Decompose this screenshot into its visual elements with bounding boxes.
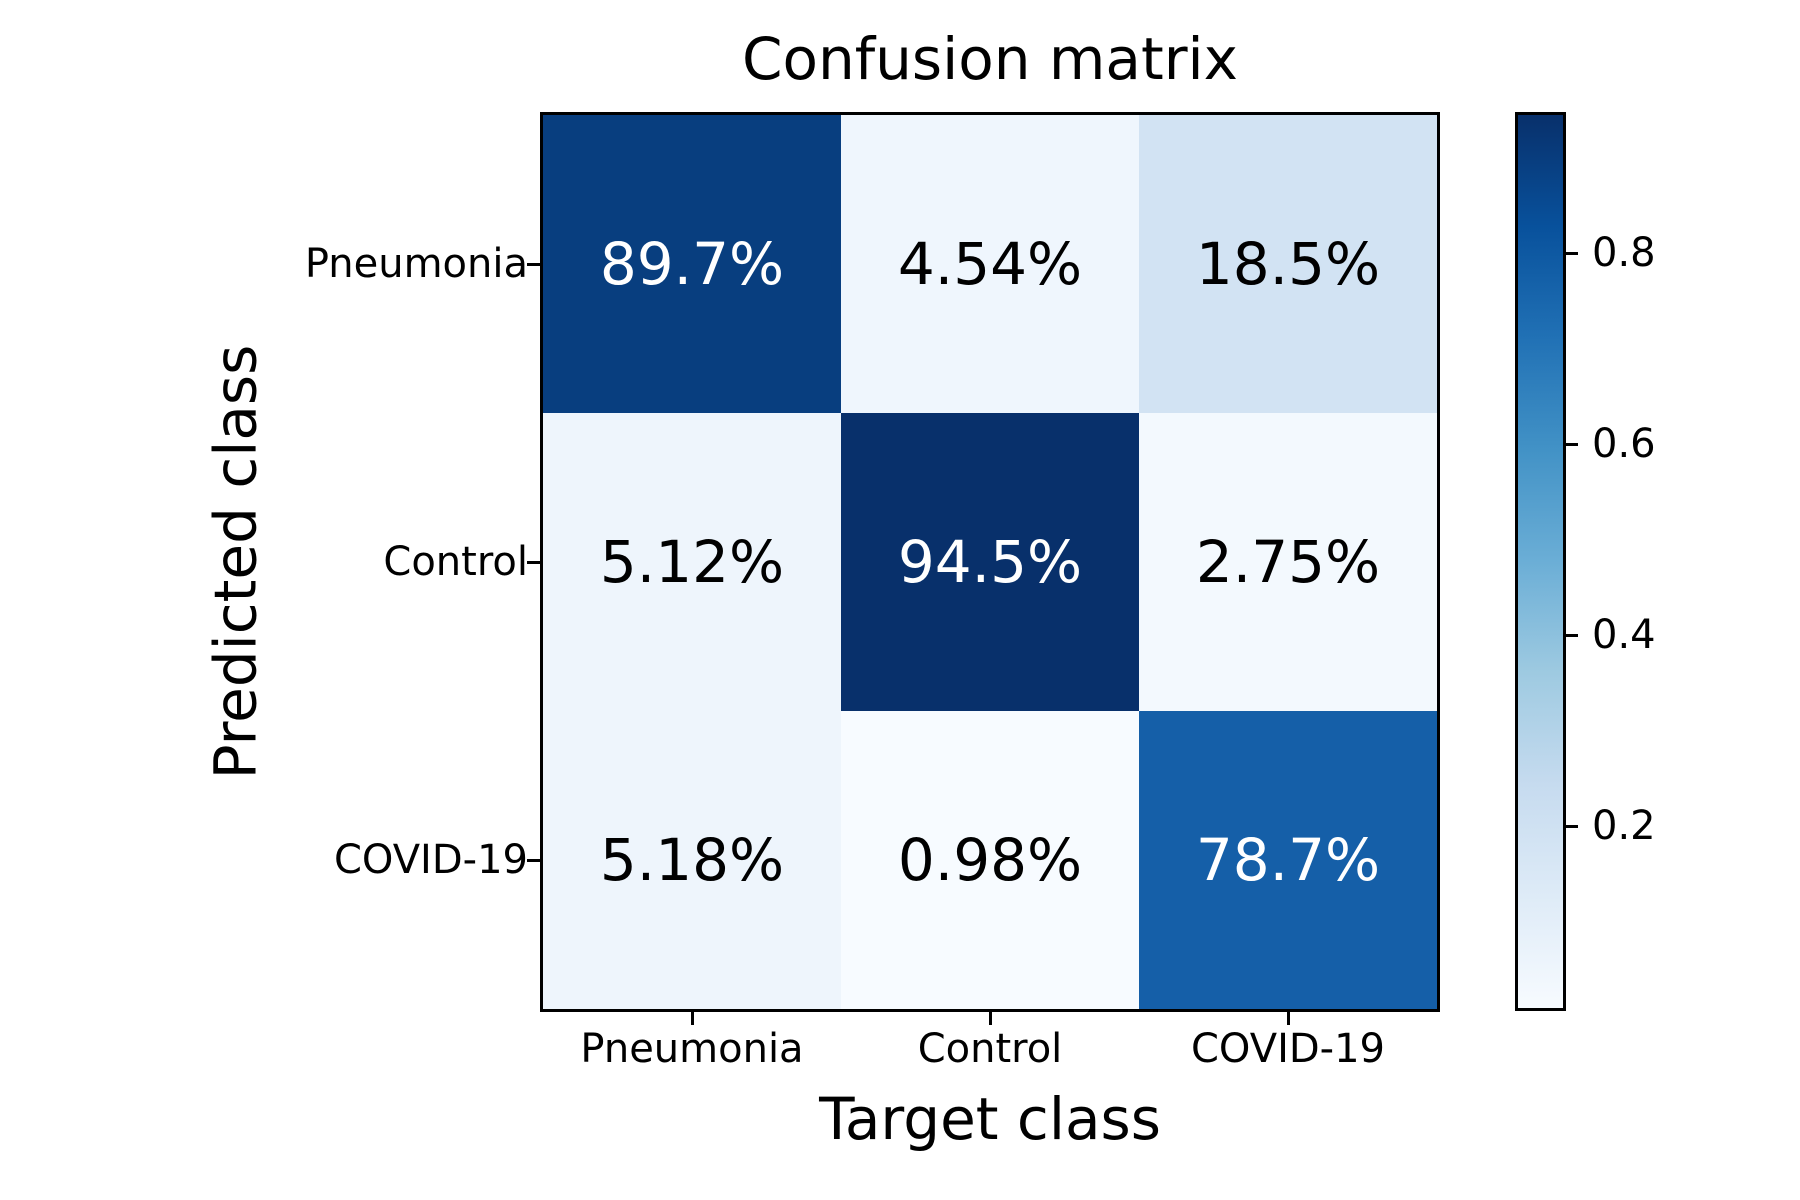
y-tick-label-control: Control	[383, 539, 528, 585]
matrix-cell-control-pneumonia: 5.12%	[543, 413, 841, 711]
y-tick-mark	[527, 560, 540, 564]
x-axis-label: Target class	[819, 1085, 1161, 1153]
y-tick-mark	[527, 262, 540, 266]
x-tick-mark	[690, 1012, 694, 1025]
y-tick-label-covid-19: COVID-19	[333, 837, 528, 883]
matrix-cell-value: 5.12%	[599, 528, 785, 596]
matrix-cell-control-covid-19: 2.75%	[1139, 413, 1437, 711]
x-tick-mark	[988, 1012, 992, 1025]
y-axis-label: Predicted class	[201, 115, 269, 1009]
matrix-cell-value: 4.54%	[897, 230, 1083, 298]
colorbar-tick-label: 0.4	[1592, 612, 1656, 659]
matrix-cell-covid-19-pneumonia: 5.18%	[543, 711, 841, 1009]
colorbar-tick-mark	[1566, 824, 1578, 828]
matrix-cell-value: 94.5%	[897, 528, 1083, 596]
matrix-cell-covid-19-covid-19: 78.7%	[1139, 711, 1437, 1009]
matrix-cell-value: 5.18%	[599, 826, 785, 894]
y-tick-mark	[527, 858, 540, 862]
matrix-cell-pneumonia-control: 4.54%	[841, 115, 1139, 413]
colorbar-tick-label: 0.6	[1592, 421, 1656, 468]
colorbar	[1515, 112, 1566, 1011]
matrix-cell-value: 0.98%	[897, 826, 1083, 894]
x-tick-mark	[1286, 1012, 1290, 1025]
colorbar-tick-mark	[1566, 442, 1578, 446]
matrix-cell-value: 2.75%	[1195, 528, 1381, 596]
matrix-cell-value: 89.7%	[599, 230, 785, 298]
colorbar-tick-label: 0.2	[1592, 803, 1656, 850]
x-tick-label-control: Control	[917, 1026, 1063, 1072]
colorbar-tick-label: 0.8	[1592, 230, 1656, 277]
colorbar-tick-mark	[1566, 251, 1578, 255]
chart-title: Confusion matrix	[741, 25, 1238, 93]
matrix-cell-pneumonia-pneumonia: 89.7%	[543, 115, 841, 413]
colorbar-tick-mark	[1566, 633, 1578, 637]
x-tick-label-pneumonia: Pneumonia	[580, 1026, 804, 1072]
y-axis-label-text: Predicted class	[201, 344, 270, 780]
matrix-cell-pneumonia-covid-19: 18.5%	[1139, 115, 1437, 413]
y-tick-label-pneumonia: Pneumonia	[304, 241, 528, 287]
matrix-cell-control-control: 94.5%	[841, 413, 1139, 711]
matrix-cell-value: 78.7%	[1195, 826, 1381, 894]
x-tick-label-covid-19: COVID-19	[1190, 1026, 1386, 1072]
matrix-cell-covid-19-control: 0.98%	[841, 711, 1139, 1009]
confusion-matrix-grid: 89.7% 4.54% 18.5% 5.12% 94.5% 2.75% 5.18% 0.98%…	[540, 112, 1440, 1012]
matrix-cell-value: 18.5%	[1195, 230, 1381, 298]
